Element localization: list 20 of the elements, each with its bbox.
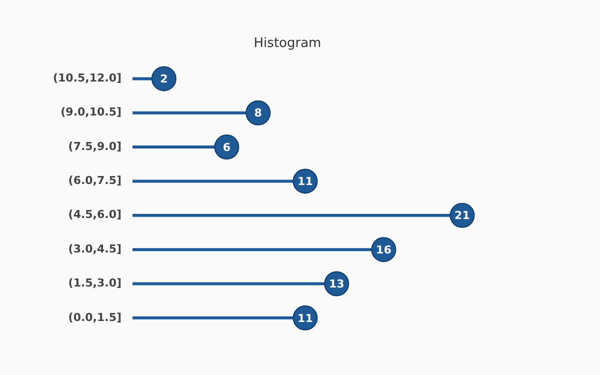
data-label: 21	[454, 209, 470, 222]
point	[151, 66, 176, 92]
data-label: 11	[298, 312, 313, 325]
y-tick-label: (1.5,3.0]	[68, 276, 122, 290]
data-label: 11	[298, 175, 313, 188]
chart-title: Histogram	[254, 36, 322, 52]
data-label: 6	[222, 140, 231, 154]
y-tick-label: (7.5,9.0]	[68, 140, 122, 153]
data-label: 13	[328, 278, 344, 291]
y-tick-label: (4.5,6.0]	[68, 208, 122, 222]
data-label: 8	[254, 106, 262, 120]
y-tick-label: (6.0,7.5]	[68, 174, 122, 188]
point	[214, 134, 240, 160]
y-tick-label: (9.0,10.5]	[60, 106, 122, 119]
y-tick-label: (3.0,4.5]	[68, 242, 122, 256]
y-tick-label: (10.5,12.0]	[53, 72, 122, 85]
data-label: 2	[160, 72, 168, 86]
y-tick-label: (0.0,1.5]	[68, 310, 122, 324]
data-label: 16	[376, 243, 392, 256]
point	[246, 100, 271, 126]
